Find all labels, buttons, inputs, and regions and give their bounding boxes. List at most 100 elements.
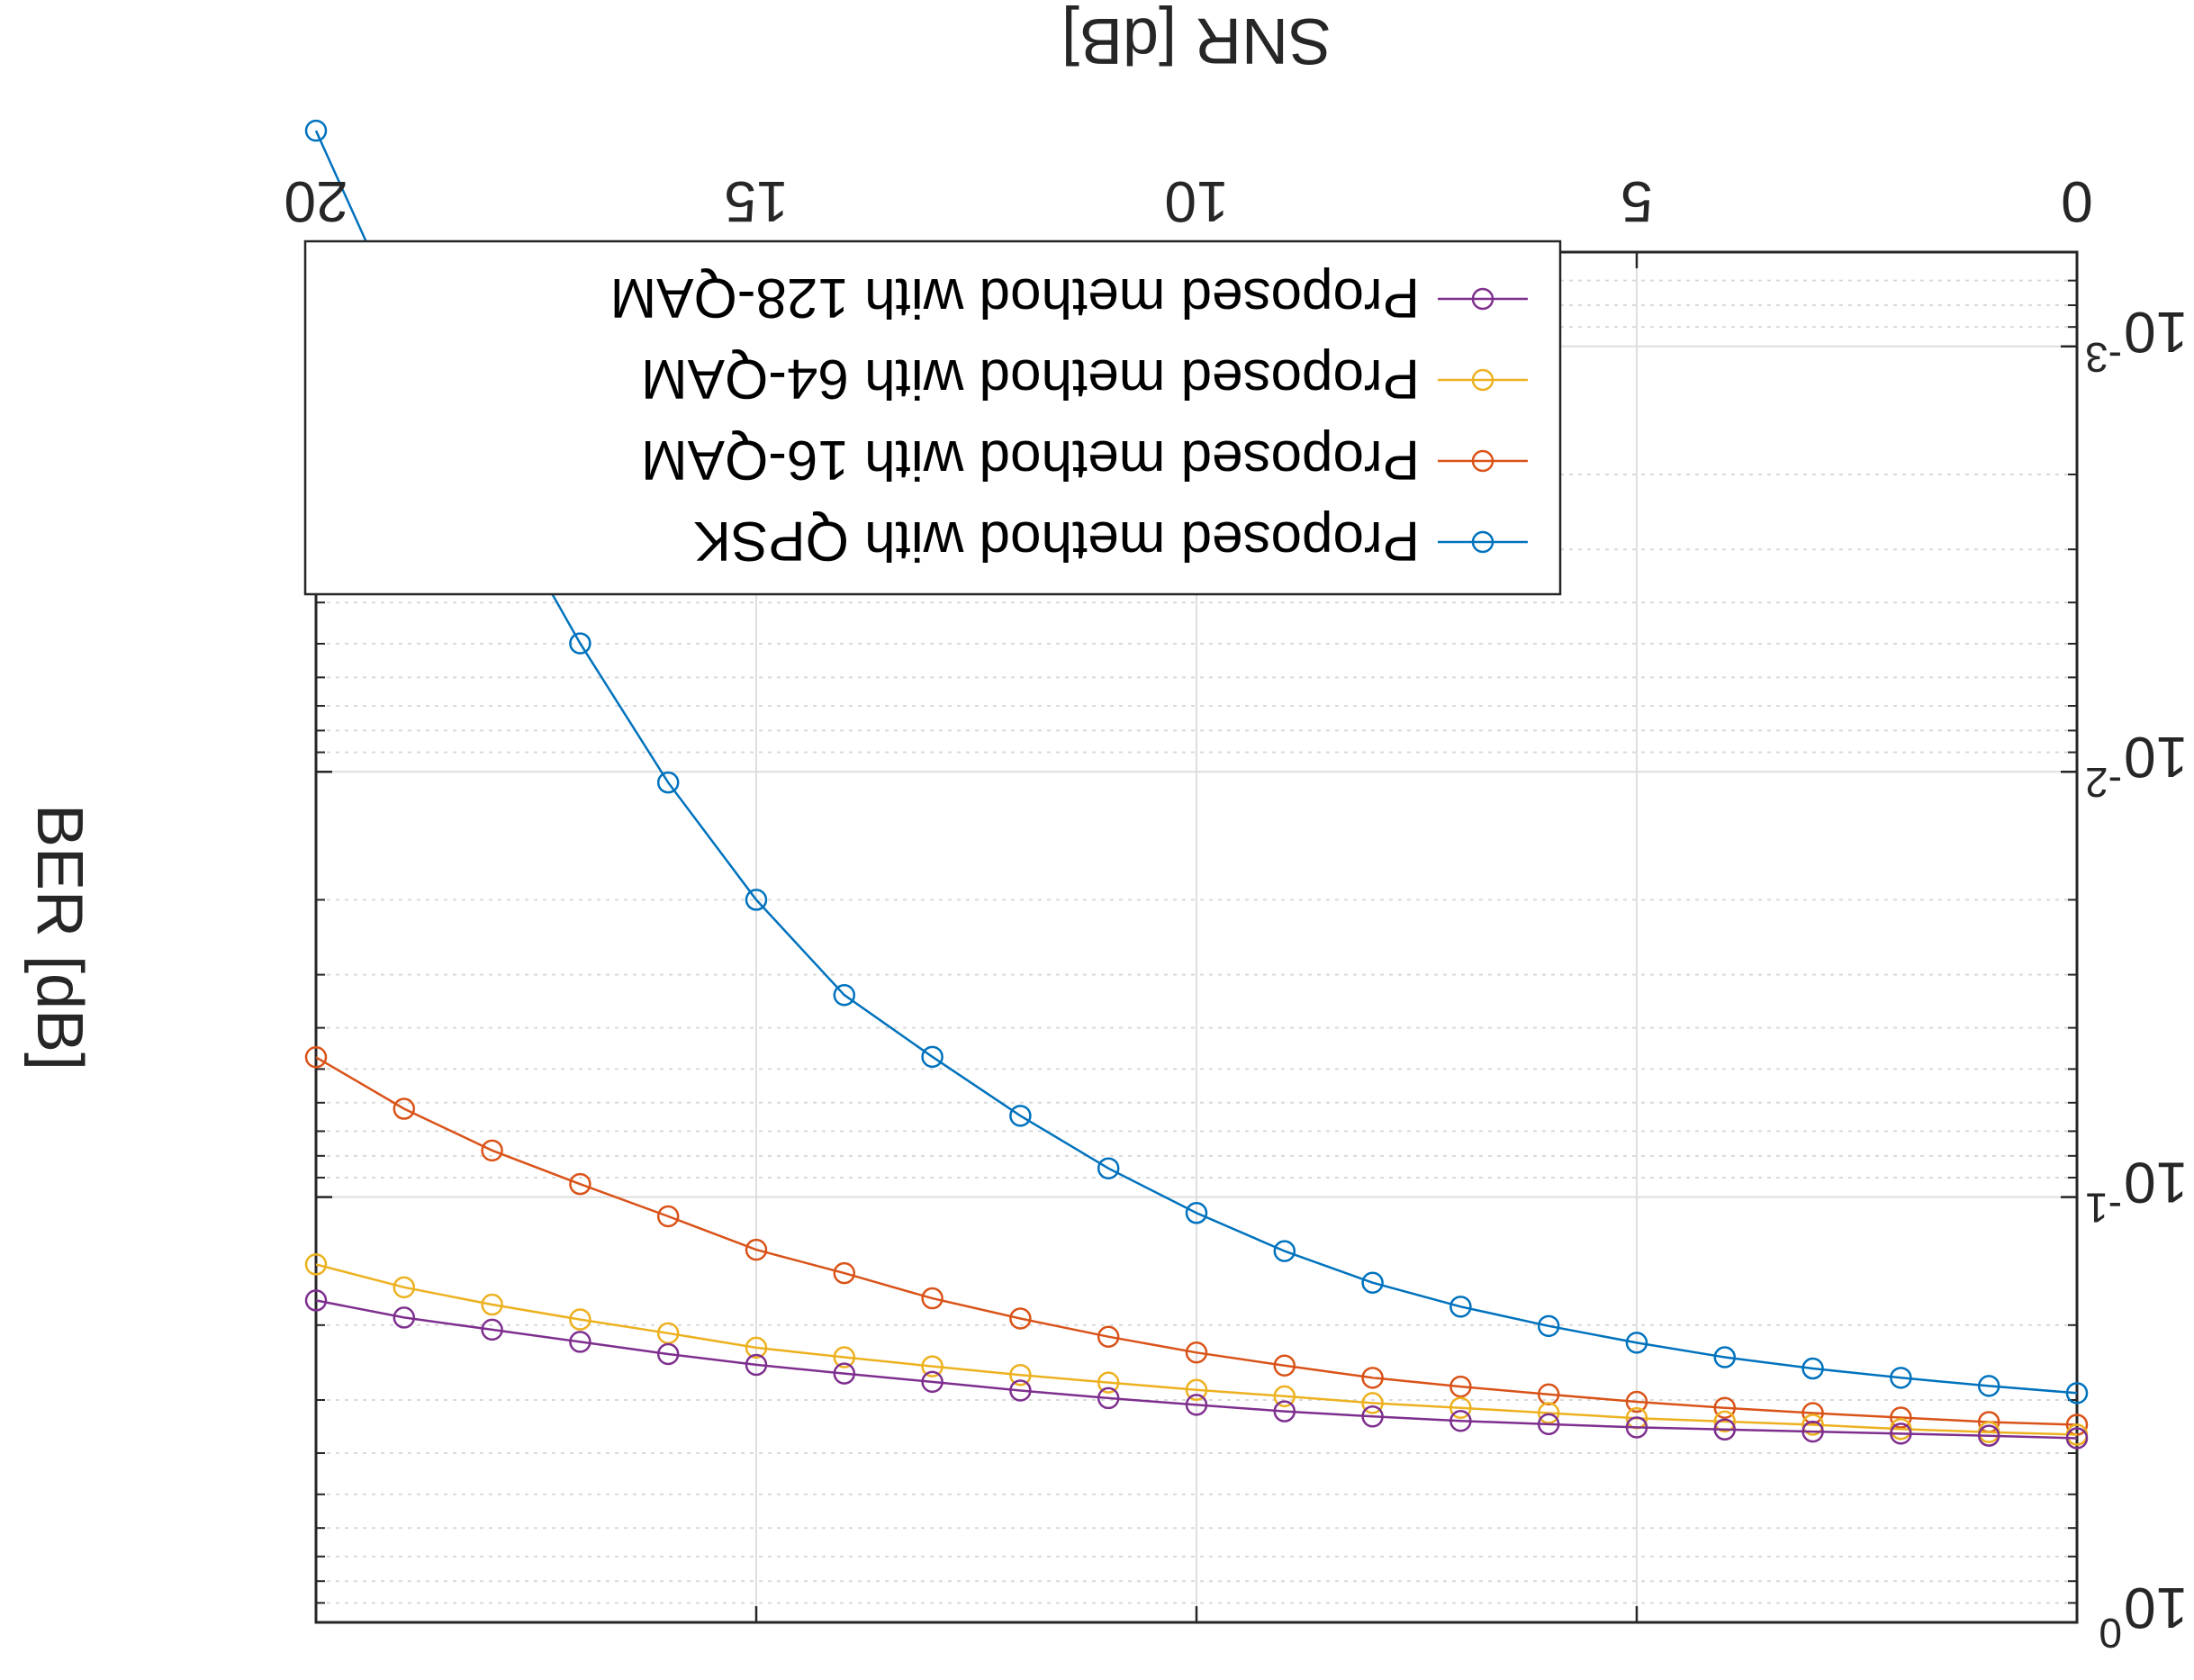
data-point: [1009, 1105, 1032, 1127]
data-point: [656, 771, 680, 794]
legend-item: Proposed method with 128-QAM: [610, 266, 1528, 329]
data-point: [1449, 1296, 1472, 1318]
legend-label: Proposed method with QPSK: [694, 510, 1420, 572]
data-point: [745, 1353, 768, 1377]
data-point: [1977, 1375, 2000, 1397]
legend-item: Proposed method with QPSK: [694, 510, 1528, 572]
legend-label: Proposed method with 128-QAM: [610, 266, 1420, 329]
y-tick-base: 10: [2124, 725, 2188, 790]
data-point: [1361, 1405, 1384, 1428]
data-point: [1977, 1424, 2000, 1447]
data-point: [1625, 1416, 1648, 1439]
data-point: [1713, 1396, 1737, 1419]
data-point: [1361, 1392, 1384, 1414]
data-point: [2065, 1382, 2089, 1405]
legend-swatch-marker: [1471, 287, 1494, 311]
data-point: [1185, 1394, 1208, 1416]
data-point: [1097, 1325, 1120, 1348]
data-point: [1890, 1406, 1912, 1429]
data-point: [1361, 1367, 1384, 1389]
data-point: [921, 1370, 944, 1394]
y-tick-exponent: -1: [2085, 1185, 2122, 1232]
series-3: [304, 1289, 2089, 1450]
data-point: [1449, 1375, 1472, 1398]
data-point: [1890, 1423, 1912, 1445]
data-point: [1449, 1396, 1472, 1419]
data-point: [569, 1172, 591, 1196]
data-point: [569, 1308, 591, 1331]
data-point: [1537, 1402, 1560, 1424]
data-point: [745, 1336, 768, 1359]
data-point: [833, 1261, 856, 1285]
legend-item: Proposed method with 16-QAM: [641, 429, 1528, 491]
data-point: [1890, 1367, 1912, 1389]
data-point: [833, 983, 856, 1007]
data-point: [1713, 1346, 1737, 1368]
data-point: [1361, 1271, 1384, 1294]
data-point: [1449, 1409, 1472, 1432]
data-point: [481, 1139, 503, 1162]
data-point: [1009, 1379, 1032, 1402]
y-tick-label: 10-3: [2085, 300, 2188, 381]
data-point: [1009, 1363, 1032, 1386]
data-point: [1801, 1414, 1824, 1436]
series-line: [314, 130, 2078, 1395]
data-point: [569, 632, 591, 655]
x-tick-label: 5: [1621, 169, 1653, 234]
data-point: [481, 1293, 503, 1316]
data-point: [1625, 1390, 1648, 1414]
y-tick-exponent: 0: [2099, 1610, 2122, 1657]
legend-swatch-marker: [1471, 530, 1494, 554]
data-point: [1801, 1402, 1824, 1424]
series-line: [315, 1299, 2078, 1440]
data-point: [921, 1287, 944, 1310]
data-point: [833, 1362, 856, 1385]
data-point: [481, 1318, 503, 1341]
data-point: [1713, 1410, 1737, 1433]
data-point: [833, 1346, 856, 1368]
data-point: [304, 119, 328, 142]
data-point: [1185, 1202, 1208, 1224]
data-point: [1625, 1332, 1648, 1354]
y-tick-base: 10: [2124, 1576, 2188, 1640]
data-point: [393, 1306, 416, 1329]
data-point: [656, 1342, 680, 1366]
x-tick-label: 0: [2061, 169, 2093, 234]
x-axis-title: SNR [dB]: [1061, 5, 1332, 77]
data-point: [1801, 1357, 1824, 1380]
data-point: [1273, 1400, 1296, 1423]
series-1: [304, 1046, 2089, 1436]
data-point: [1097, 1371, 1120, 1394]
y-axis-title: BER [dB]: [23, 804, 95, 1070]
data-point: [1273, 1240, 1296, 1262]
series-line: [315, 1056, 2078, 1426]
data-point: [1009, 1307, 1032, 1330]
legend-label: Proposed method with 64-QAM: [641, 348, 1420, 410]
y-tick-exponent: -2: [2085, 759, 2122, 806]
data-point: [921, 1045, 944, 1069]
y-tick-base: 10: [2124, 1151, 2188, 1215]
x-tick-label: 20: [284, 169, 348, 234]
data-point: [745, 889, 768, 911]
x-tick-label: 10: [1164, 169, 1228, 234]
data-point: [745, 1238, 768, 1261]
data-point: [304, 1253, 328, 1276]
data-point: [304, 1046, 328, 1069]
series-line: [315, 1263, 2078, 1436]
legend: Proposed method with QPSK Proposed method…: [303, 239, 1562, 596]
data-point: [1185, 1341, 1208, 1364]
y-tick-label: 100: [2099, 1576, 2188, 1657]
data-point: [393, 1097, 416, 1120]
data-point: [1801, 1420, 1824, 1443]
data-point: [921, 1355, 944, 1377]
x-tick-label: 15: [724, 169, 788, 234]
data-point: [1537, 1314, 1560, 1338]
data-point: [304, 1289, 328, 1312]
data-point: [2065, 1427, 2089, 1450]
data-point: [569, 1331, 591, 1353]
legend-label: Proposed method with 16-QAM: [641, 429, 1420, 491]
